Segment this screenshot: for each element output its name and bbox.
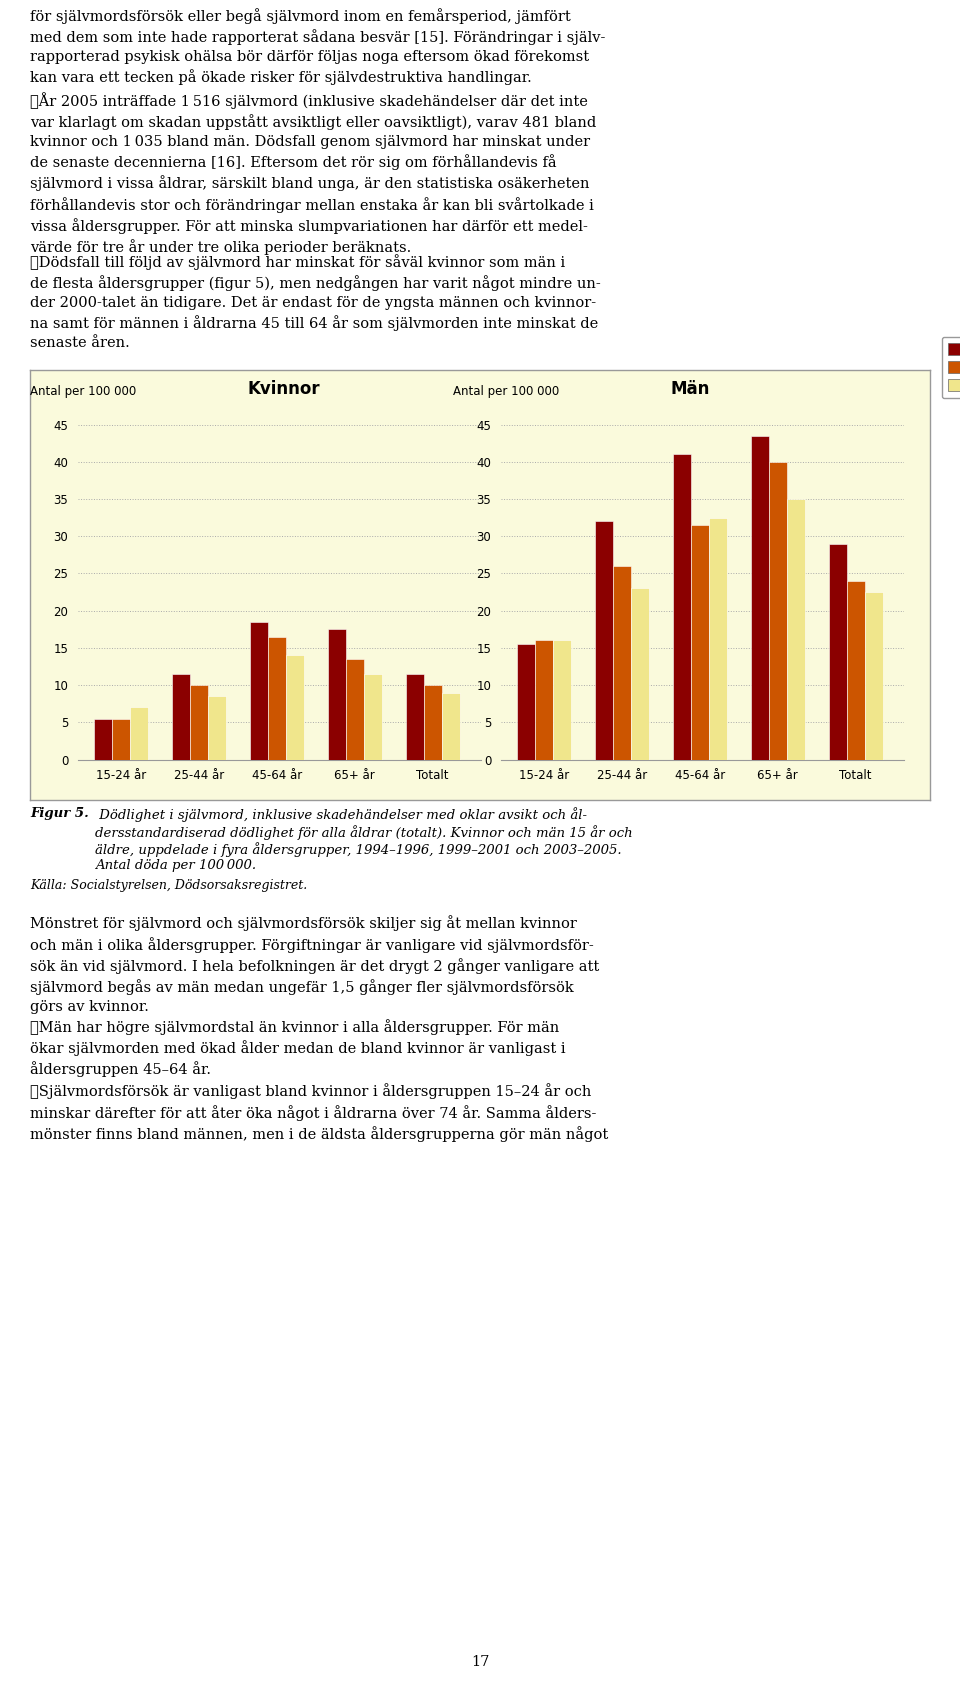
Text: Antal per 100 000: Antal per 100 000	[30, 385, 136, 397]
Bar	[172, 674, 190, 760]
Bar	[286, 655, 303, 760]
Bar	[786, 498, 804, 760]
Bar	[517, 644, 535, 760]
Bar	[130, 708, 148, 760]
Text: År 2005 inträffade 1 516 självmord (inklusive skadehändelser där det inte
var kl: År 2005 inträffade 1 516 självmord (inkl…	[30, 91, 596, 255]
Text: Män: Män	[670, 380, 709, 397]
Bar	[828, 544, 847, 760]
Bar	[595, 522, 612, 760]
Text: Dödsfall till följd av självmord har minskat för såväl kvinnor som män i
de fles: Dödsfall till följd av självmord har min…	[30, 253, 601, 350]
Text: för självmordsförsök eller begå självmord inom en femårsperiod, jämfört
med dem : för självmordsförsök eller begå självmor…	[30, 8, 606, 84]
Bar	[423, 686, 442, 760]
Bar	[442, 692, 460, 760]
Bar	[847, 581, 865, 760]
Bar	[346, 659, 364, 760]
Text: Källa: Socialstyrelsen, Dödsorsaksregistret.: Källa: Socialstyrelsen, Dödsorsaksregist…	[30, 880, 307, 892]
Text: 17: 17	[470, 1655, 490, 1669]
Bar	[612, 566, 631, 760]
Bar	[535, 640, 553, 760]
Text: Antal per 100 000: Antal per 100 000	[453, 385, 559, 397]
Bar	[190, 686, 207, 760]
Bar	[769, 461, 786, 760]
Text: Dödlighet i självmord, inklusive skadehändelser med oklar avsikt och ål-
derssta: Dödlighet i självmord, inklusive skadehä…	[95, 807, 633, 872]
Bar	[112, 718, 130, 760]
Bar	[364, 674, 382, 760]
Bar	[207, 696, 226, 760]
Bar	[94, 718, 112, 760]
Bar	[553, 640, 571, 760]
Bar	[865, 593, 882, 760]
Text: Figur 5.: Figur 5.	[30, 807, 88, 821]
Text: Självmordsförsök är vanligast bland kvinnor i åldersgruppen 15–24 år och
minskar: Självmordsförsök är vanligast bland kvin…	[30, 1084, 609, 1142]
Bar	[406, 674, 423, 760]
Bar	[673, 454, 691, 760]
Bar	[631, 588, 649, 760]
Bar	[327, 630, 346, 760]
Bar	[708, 517, 727, 760]
Bar	[250, 622, 268, 760]
Bar	[751, 436, 769, 760]
Bar	[691, 525, 708, 760]
Text: Män har högre självmordstal än kvinnor i alla åldersgrupper. För män
ökar självm: Män har högre självmordstal än kvinnor i…	[30, 1018, 565, 1078]
Text: Kvinnor: Kvinnor	[248, 380, 320, 397]
Text: Mönstret för självmord och självmordsförsök skiljer sig åt mellan kvinnor
och mä: Mönstret för självmord och självmordsför…	[30, 915, 599, 1013]
Legend: 1994-1996, 1999-2001, 2003-2005: 1994-1996, 1999-2001, 2003-2005	[942, 336, 960, 399]
Bar	[268, 637, 286, 760]
